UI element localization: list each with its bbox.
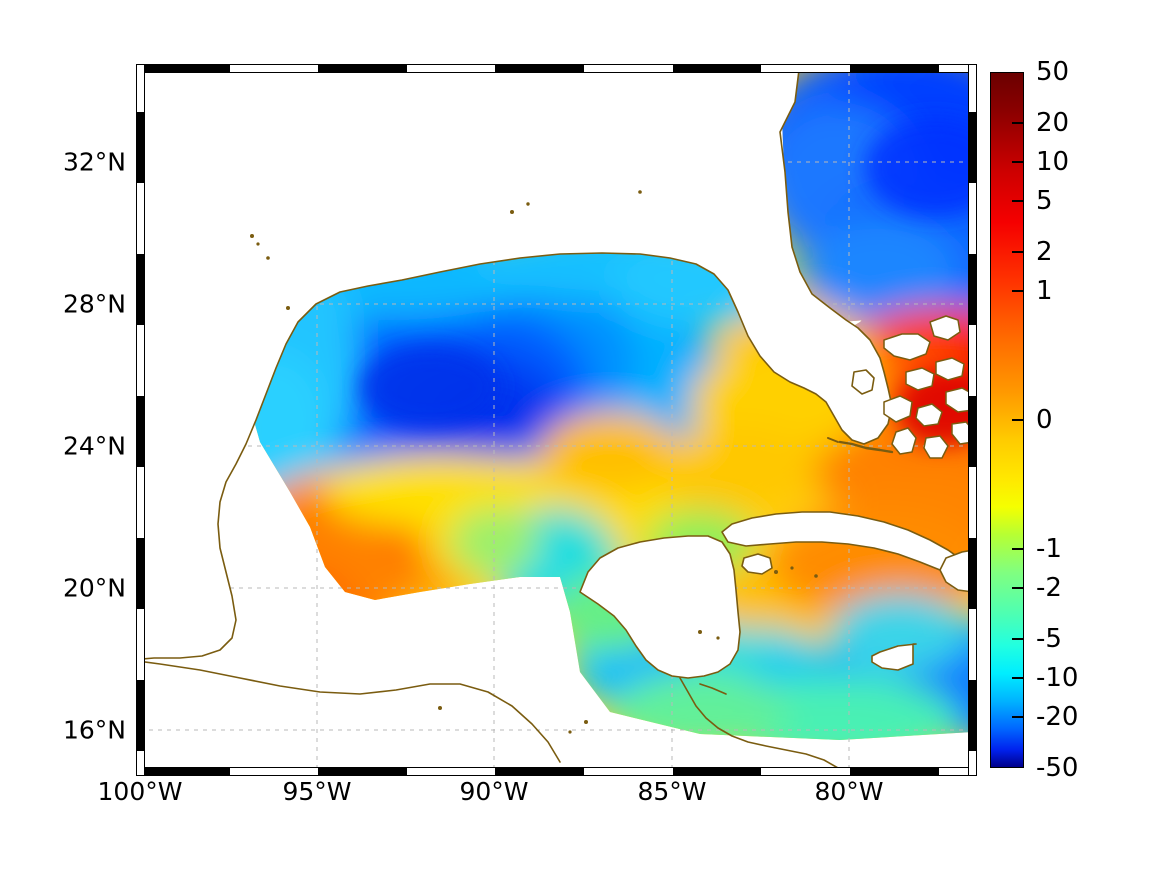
colorbar-tick-label-7: -1 <box>1036 533 1062 564</box>
ytick-label-2: 24°N <box>62 431 126 461</box>
colorbar-tick-label-8: -2 <box>1036 572 1062 603</box>
xtick-label-2: 90°W <box>459 777 529 806</box>
xtick-label-1: 95°W <box>282 777 352 806</box>
frame-checker-segment <box>318 65 407 72</box>
ytick-label-3: 20°N <box>62 573 126 603</box>
colorbar-tick-label-3: 5 <box>1036 185 1053 216</box>
colorbar-tick-11 <box>1012 715 1023 718</box>
colorbar-tick-9 <box>1012 638 1023 641</box>
frame-checker-segment <box>672 65 762 72</box>
colorbar-tick-7 <box>1012 547 1023 550</box>
colorbar-tick-3 <box>1012 199 1023 202</box>
frame-checker-segment <box>318 768 407 775</box>
frame-checker-segment <box>495 768 585 775</box>
frame-checker-segment <box>137 537 144 609</box>
map-frame-left <box>136 64 145 776</box>
frame-checker-segment <box>495 65 585 72</box>
frame-checker-segment <box>849 65 939 72</box>
frame-checker-segment <box>137 679 144 751</box>
coastlines <box>140 72 973 768</box>
xtick-label-3: 85°W <box>637 777 707 806</box>
colorbar-tick-label-12: -50 <box>1036 753 1079 783</box>
colorbar-tick-label-5: 1 <box>1036 276 1053 307</box>
map-frame-top <box>136 64 977 73</box>
colorbar-tick-label-0: 50 <box>1036 57 1070 87</box>
frame-checker-segment <box>141 65 230 72</box>
frame-checker-segment <box>969 537 976 609</box>
ytick-label-1: 28°N <box>62 289 126 319</box>
frame-checker-segment <box>969 253 976 325</box>
colorbar-tick-label-1: 20 <box>1036 108 1070 139</box>
frame-checker-segment <box>969 679 976 751</box>
colorbar-tick-6 <box>1012 419 1023 421</box>
map-plot-area <box>140 72 973 768</box>
colorbar-tick-5 <box>1012 290 1023 293</box>
colorbar-tick-8 <box>1012 586 1023 589</box>
frame-checker-segment <box>137 395 144 467</box>
colorbar-tick-label-10: -10 <box>1036 662 1079 693</box>
colorbar-tick-label-6: 0 <box>1036 405 1053 435</box>
frame-checker-segment <box>969 395 976 467</box>
frame-checker-segment <box>969 111 976 183</box>
xtick-label-0: 100°W <box>97 777 183 806</box>
map-frame-right <box>968 64 977 776</box>
frame-checker-segment <box>141 768 230 775</box>
frame-checker-segment <box>137 253 144 325</box>
xtick-label-4: 80°W <box>814 777 884 806</box>
frame-checker-segment <box>137 111 144 183</box>
frame-checker-segment <box>849 768 939 775</box>
colorbar-tick-4 <box>1012 251 1023 254</box>
ytick-label-0: 32°N <box>62 147 126 177</box>
colorbar-tick-label-11: -20 <box>1036 701 1079 732</box>
colorbar-tick-label-2: 10 <box>1036 147 1070 178</box>
colorbar-tick-1 <box>1012 122 1023 125</box>
colorbar-tick-2 <box>1012 161 1023 164</box>
frame-checker-segment <box>672 768 762 775</box>
map-axes[interactable] <box>140 72 973 768</box>
ytick-label-4: 16°N <box>62 715 126 745</box>
map-frame-bottom <box>136 767 977 776</box>
colorbar-tick-label-9: -5 <box>1036 624 1062 655</box>
colorbar-tick-label-4: 2 <box>1036 237 1053 268</box>
map-gridlines <box>140 72 973 768</box>
colorbar-tick-10 <box>1012 676 1023 679</box>
